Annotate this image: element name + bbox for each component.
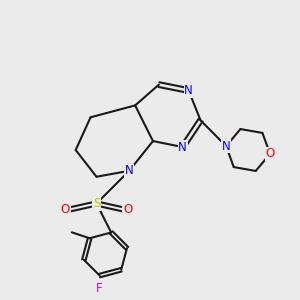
Text: O: O [61, 203, 70, 216]
Text: S: S [93, 197, 100, 210]
Text: N: N [222, 140, 230, 153]
Text: F: F [96, 282, 103, 296]
Text: O: O [123, 203, 132, 216]
Text: O: O [266, 147, 275, 161]
Text: N: N [184, 84, 193, 97]
Text: N: N [125, 164, 134, 177]
Text: N: N [178, 140, 187, 154]
